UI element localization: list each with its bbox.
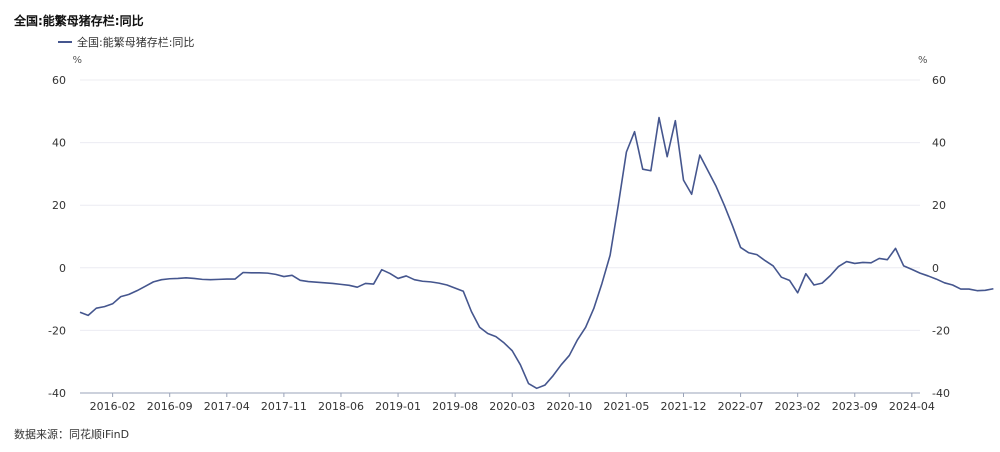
y-unit-left: % bbox=[72, 55, 82, 66]
x-tick-label: 2018-06 bbox=[318, 400, 364, 413]
chart-legend[interactable]: 全国:能繁母猪存栏:同比 bbox=[58, 34, 194, 50]
legend-swatch bbox=[58, 41, 72, 43]
x-tick-label: 2024-04 bbox=[889, 400, 935, 413]
y-tick-label-left: 60 bbox=[52, 74, 66, 87]
y-tick-label-right: -20 bbox=[932, 324, 950, 337]
tick-labels: 60 60 40 40 20 20 0 0 -20 -20 -40 -40% % 2016-02 2016-… bbox=[48, 55, 950, 413]
y-tick-label-right: 60 bbox=[932, 74, 946, 87]
x-tick-label: 2016-02 bbox=[90, 400, 136, 413]
y-tick-label-left: 20 bbox=[52, 199, 66, 212]
y-tick-label-right: 20 bbox=[932, 199, 946, 212]
y-tick-label-left: 40 bbox=[52, 137, 66, 150]
x-tick-label: 2019-01 bbox=[375, 400, 421, 413]
x-tick-label: 2022-07 bbox=[718, 400, 764, 413]
grid-lines bbox=[80, 79, 920, 331]
x-tick-label: 2019-08 bbox=[432, 400, 478, 413]
x-tick-label: 2016-09 bbox=[147, 400, 193, 413]
x-tick-label: 2017-11 bbox=[261, 400, 307, 413]
x-tick-label: 2021-12 bbox=[661, 400, 707, 413]
series-line bbox=[79, 116, 994, 390]
axes bbox=[80, 392, 920, 397]
y-tick-label-right: 0 bbox=[932, 262, 939, 275]
series-layer bbox=[79, 116, 994, 390]
chart-title: 全国:能繁母猪存栏:同比 bbox=[14, 14, 144, 28]
y-unit-right: % bbox=[918, 55, 928, 66]
y-tick-label-left: -20 bbox=[48, 324, 66, 337]
y-tick-label-right: 40 bbox=[932, 137, 946, 150]
y-tick-label-right: -40 bbox=[932, 387, 950, 400]
x-tick-label: 2017-04 bbox=[204, 400, 250, 413]
x-tick-label: 2023-02 bbox=[775, 400, 821, 413]
y-tick-label-left: -40 bbox=[48, 387, 66, 400]
x-tick-label: 2021-05 bbox=[603, 400, 649, 413]
x-tick-label: 2020-03 bbox=[489, 400, 535, 413]
legend-label: 全国:能繁母猪存栏:同比 bbox=[77, 36, 195, 49]
x-tick-label: 2023-09 bbox=[832, 400, 878, 413]
x-tick-label: 2020-10 bbox=[546, 400, 592, 413]
y-tick-label-left: 0 bbox=[59, 262, 66, 275]
data-source: 数据来源：同花顺iFinD bbox=[14, 428, 130, 441]
